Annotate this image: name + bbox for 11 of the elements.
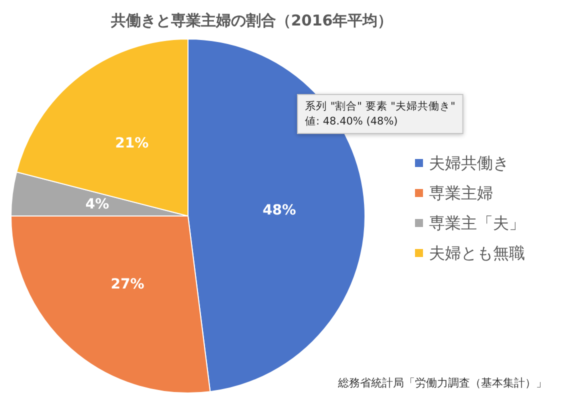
data-label: 4% (85, 196, 110, 213)
legend-label: 専業主「夫」 (429, 214, 525, 232)
legend-label: 夫婦とも無職 (429, 244, 525, 262)
data-label: 27% (110, 276, 144, 293)
data-label: 21% (115, 136, 149, 152)
text: 系列 "割合" 要素 "夫婦共働き" 値: 48.40% (48%) (305, 100, 456, 128)
data-label: 48% (262, 202, 296, 218)
text: 総務省統計局「労働力調査（基本集計）」 (337, 376, 547, 390)
legend-label: 専業主婦 (429, 184, 493, 202)
chart-title: 共働きと専業主婦の割合（2016年平均） (110, 12, 393, 30)
legend-label: 夫婦共働き (429, 154, 509, 172)
